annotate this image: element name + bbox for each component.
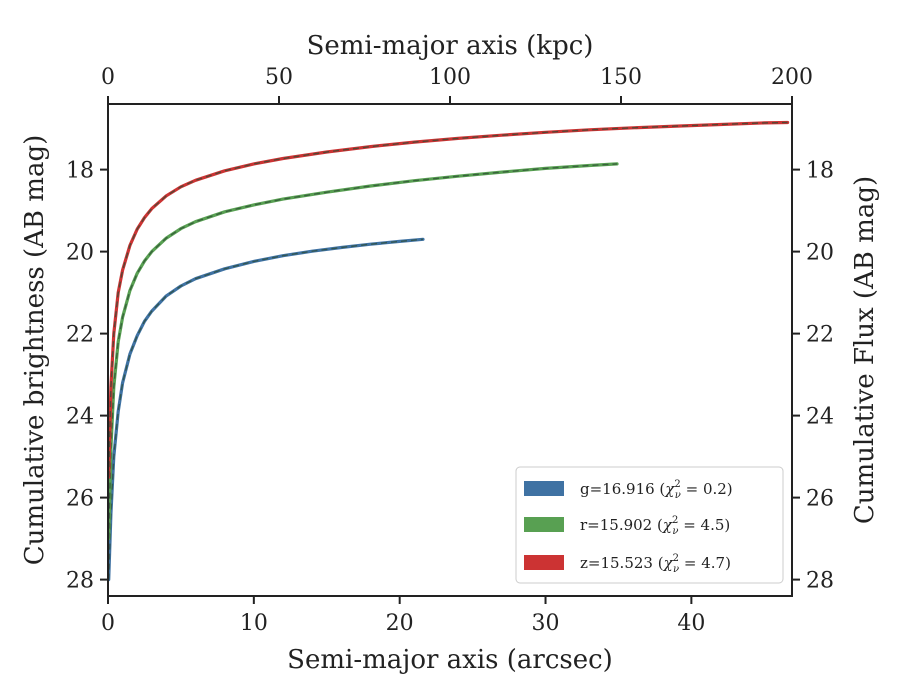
series-model-r <box>108 163 618 539</box>
x-tick-label: 20 <box>386 611 414 636</box>
series-layer <box>107 120 790 582</box>
y2-tick-label: 20 <box>806 241 834 266</box>
y-tick-label: 20 <box>66 241 94 266</box>
legend-swatch-r <box>524 517 564 532</box>
y2-tick-label: 24 <box>806 405 834 430</box>
x-tick-label: 40 <box>677 611 705 636</box>
x2-tick-label: 150 <box>600 65 642 90</box>
y2-axis-title: Cumulative Flux (AB mag) <box>850 176 880 524</box>
ticks-layer: 0 10 20 30 40 0 50 100 150 200 18 18 20 20 22 22 24 24 26 2… <box>66 65 834 636</box>
x2-tick-label: 200 <box>771 65 813 90</box>
y-tick-label: 24 <box>66 405 94 430</box>
series-line-g <box>107 237 425 582</box>
y-tick-label: 28 <box>66 569 94 594</box>
x2-tick-label: 100 <box>429 65 471 90</box>
x2-tick-label: 50 <box>265 65 293 90</box>
y2-tick-label: 18 <box>806 159 834 184</box>
y2-tick-label: 22 <box>806 323 834 348</box>
x-axis-title: Semi-major axis (arcsec) <box>287 645 613 675</box>
legend-label-r: r=15.902 (χ2 ν = 4.5) <box>580 515 730 537</box>
series-line-z <box>107 120 790 479</box>
legend-frame <box>515 466 784 584</box>
x2-tick-label: 0 <box>101 65 115 90</box>
x-tick-label: 10 <box>240 611 268 636</box>
legend-swatch-g <box>524 481 564 496</box>
legend-label-g: g=16.916 (χ2 ν = 0.2) <box>580 479 733 501</box>
y-tick-label: 22 <box>66 323 94 348</box>
legend: g=16.916 (χ2 ν = 0.2) r=15.902 (χ2 ν = 4.5… <box>515 466 784 584</box>
y-tick-label: 26 <box>66 487 94 512</box>
legend-swatch-z <box>524 555 564 570</box>
legend-label-z: z=15.523 (χ2 ν = 4.7) <box>580 553 731 575</box>
series-model-g <box>108 238 424 580</box>
y2-tick-label: 26 <box>806 487 834 512</box>
y-tick-label: 18 <box>66 159 94 184</box>
y-axis-title: Cumulative brightness (AB mag) <box>20 135 50 566</box>
y2-tick-label: 28 <box>806 569 834 594</box>
x-tick-label: 30 <box>532 611 560 636</box>
x2-axis-title: Semi-major axis (kpc) <box>307 31 594 61</box>
x-tick-label: 0 <box>101 611 115 636</box>
